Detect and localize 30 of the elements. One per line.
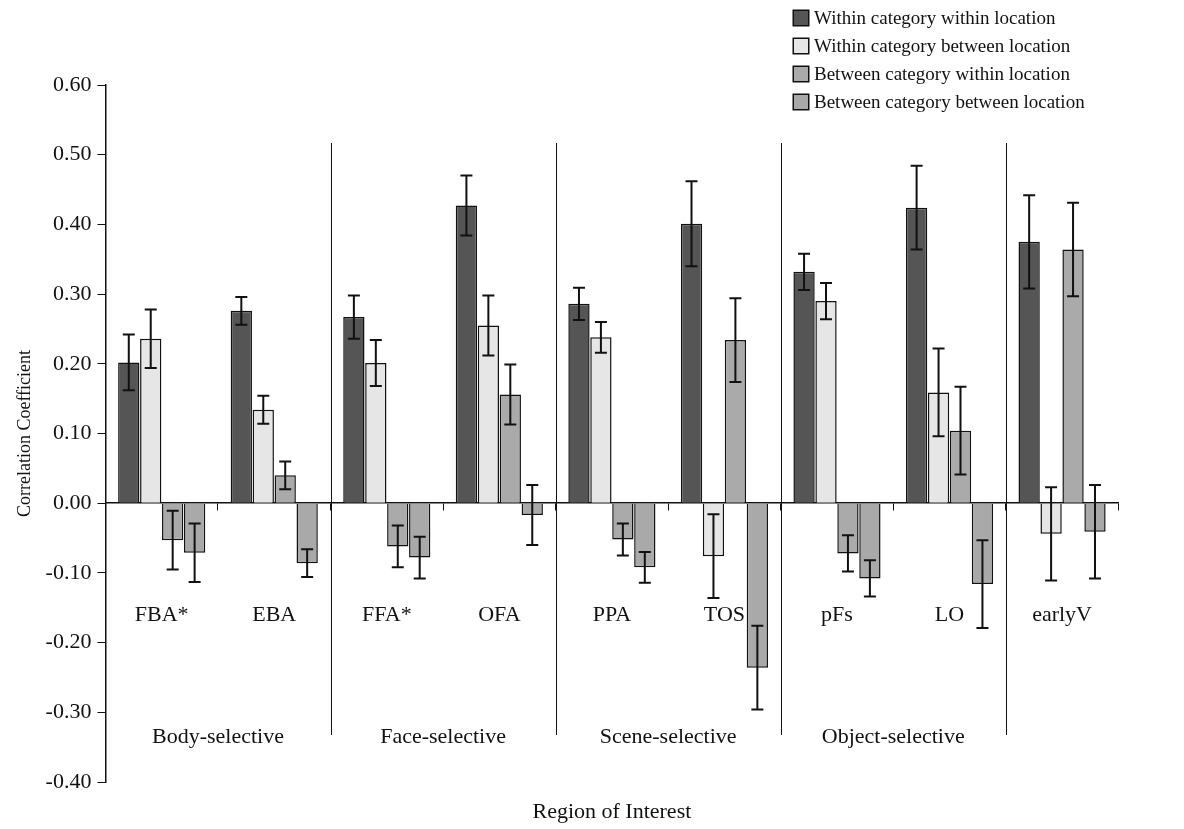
x-tick-label: OFA — [478, 601, 521, 627]
x-tick-label: FBA* — [134, 601, 189, 627]
annotation: Object-selective — [821, 722, 965, 748]
y-tick-label: -0.30 — [45, 698, 92, 724]
y-tick-label: 0.50 — [52, 140, 92, 166]
annotation: Face-selective — [380, 722, 506, 748]
y-tick-label: -0.40 — [45, 767, 92, 793]
y-tick-label: 0.00 — [52, 488, 92, 514]
x-axis-title: Region of Interest — [532, 797, 692, 823]
y-tick-label: -0.20 — [45, 628, 92, 654]
x-tick-label: EBA — [252, 601, 297, 627]
x-tick-label: LO — [934, 601, 965, 627]
x-tick-label: TOS — [703, 601, 746, 627]
legend-label: Within category between location — [814, 34, 1071, 58]
y-tick-label: 0.40 — [52, 210, 92, 236]
annotation: Scene-selective — [599, 722, 737, 748]
legend-label: Within category within location — [814, 6, 1056, 30]
x-tick-label: FFA* — [361, 601, 412, 627]
y-tick-label: 0.30 — [52, 279, 92, 305]
legend-label: Between category between location — [814, 90, 1085, 114]
x-tick-label: PPA — [592, 601, 632, 627]
x-tick-label: pFs — [821, 601, 853, 627]
y-tick-label: 0.20 — [52, 349, 92, 375]
y-axis-title: Correlation Coefficient — [13, 349, 34, 518]
y-tick-label: -0.10 — [45, 558, 92, 584]
x-tick-label: earlyV — [1032, 601, 1093, 627]
legend-label: Between category within location — [814, 62, 1070, 86]
annotation: Body-selective — [151, 722, 284, 748]
y-tick-label: 0.10 — [52, 419, 92, 445]
y-tick-label: 0.60 — [52, 70, 92, 96]
